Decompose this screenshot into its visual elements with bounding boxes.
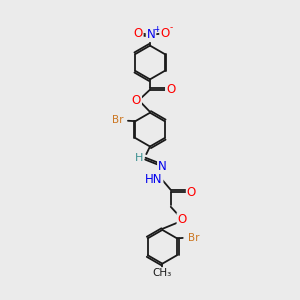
Text: HN: HN bbox=[145, 173, 163, 186]
Text: O: O bbox=[166, 83, 175, 96]
Text: Br: Br bbox=[188, 232, 200, 242]
Text: O: O bbox=[132, 94, 141, 107]
Text: O: O bbox=[178, 213, 187, 226]
Text: CH₃: CH₃ bbox=[153, 268, 172, 278]
Text: N: N bbox=[158, 160, 167, 173]
Text: H: H bbox=[135, 153, 143, 163]
Text: -: - bbox=[169, 23, 172, 32]
Text: O: O bbox=[187, 185, 196, 199]
Text: N: N bbox=[147, 28, 155, 41]
Text: O: O bbox=[160, 27, 170, 40]
Text: O: O bbox=[134, 27, 143, 40]
Text: Br: Br bbox=[112, 115, 123, 125]
Text: +: + bbox=[153, 25, 160, 34]
